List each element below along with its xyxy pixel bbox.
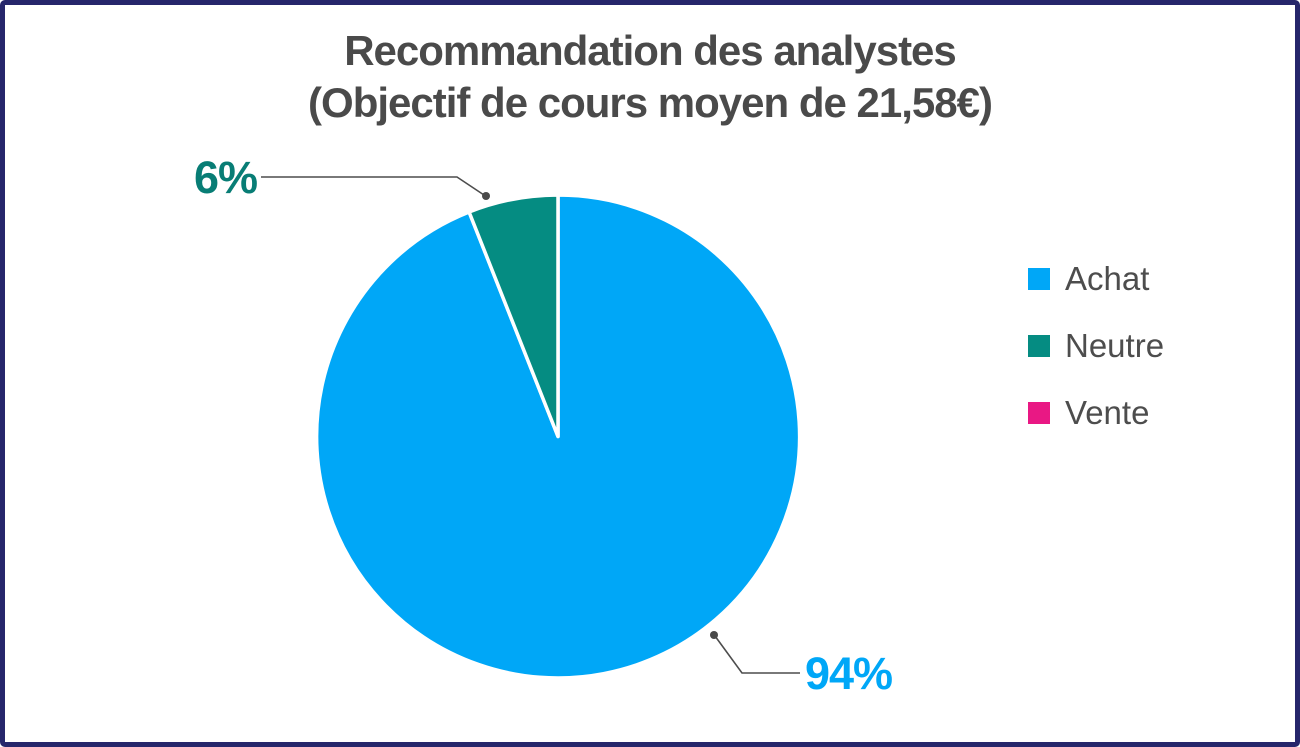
chart-title-line1: Recommandation des analystes <box>344 27 957 74</box>
leader-line-achat <box>710 631 800 674</box>
pie-slice-neutre <box>467 193 560 439</box>
leader-dot-achat <box>710 631 718 639</box>
legend: Achat Neutre Vente <box>1028 257 1164 458</box>
pie-chart-svg <box>261 176 802 680</box>
leader-line-neutre-path <box>261 176 485 196</box>
chart-title-line2: (Objectif de cours moyen de 21,58€) <box>308 79 993 126</box>
legend-item-neutre: Neutre <box>1028 324 1164 368</box>
achat-percent-label: 94% <box>805 648 893 699</box>
leader-dot-neutre <box>482 192 490 200</box>
chart-title: Recommandation des analystes (Objectif d… <box>5 25 1295 129</box>
legend-item-vente: Vente <box>1028 391 1164 435</box>
legend-swatch-neutre <box>1028 335 1050 357</box>
legend-item-achat: Achat <box>1028 257 1164 301</box>
legend-swatch-achat <box>1028 268 1050 290</box>
neutre-percent-label: 6% <box>193 152 258 203</box>
leader-line-achat-path <box>714 635 800 674</box>
legend-label-achat: Achat <box>1065 260 1150 297</box>
legend-swatch-vente <box>1028 402 1050 424</box>
legend-label-vente: Vente <box>1065 394 1150 431</box>
legend-label-neutre: Neutre <box>1065 327 1165 364</box>
pie-slices <box>314 193 802 680</box>
leader-line-neutre <box>261 176 490 200</box>
